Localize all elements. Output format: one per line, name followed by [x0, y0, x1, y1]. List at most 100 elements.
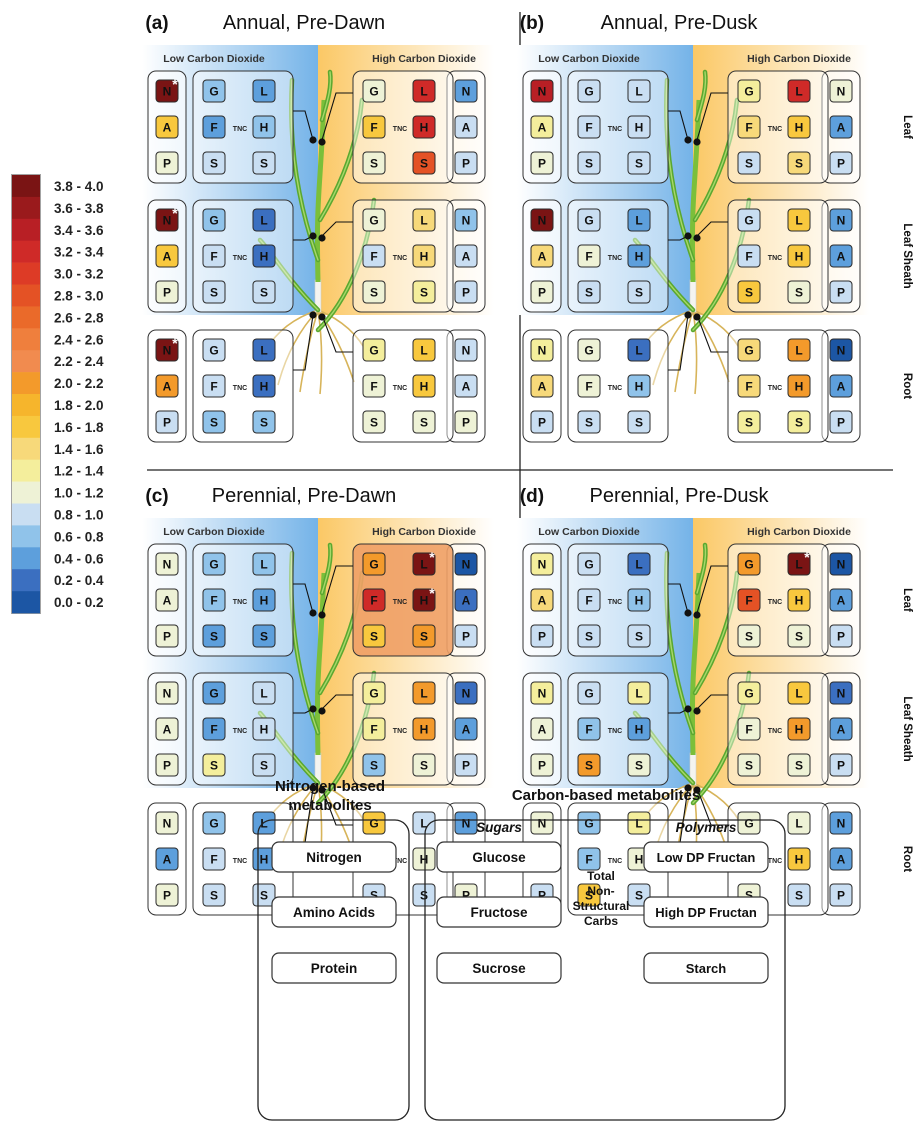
nitrogen-key-box	[257, 819, 410, 1121]
metabolite-cell-box	[577, 115, 601, 139]
metabolite-cell: L	[252, 79, 276, 103]
color-scale-swatch	[12, 437, 40, 460]
metabolite-cell-box	[627, 208, 651, 232]
key-item-label: Starch	[686, 961, 727, 976]
metabolite-cell-letter: L	[635, 344, 642, 358]
metabolite-cell: N	[155, 681, 179, 705]
metabolite-cell-box	[577, 410, 601, 434]
metabolite-cell-box	[202, 244, 226, 268]
metabolite-cell: G	[362, 552, 386, 576]
metabolite-cell-box	[829, 244, 853, 268]
metabolite-cell-letter: G	[369, 344, 378, 358]
metabolite-cell-box	[627, 280, 651, 304]
metabolite-cell: P	[829, 883, 853, 907]
metabolite-cell: F	[362, 115, 386, 139]
metabolite-cell-letter: P	[462, 630, 470, 644]
high-connector-line	[321, 221, 353, 237]
metabolite-cell: H	[627, 717, 651, 741]
metabolite-cell: F	[577, 374, 601, 398]
metabolite-cell-letter: G	[369, 85, 378, 99]
metabolite-cell: A	[829, 115, 853, 139]
panel-tag: (b)	[520, 13, 544, 34]
tnc-label: TNC	[233, 858, 247, 865]
metabolite-cell-letter: H	[420, 250, 429, 264]
leaf-highlight	[319, 99, 363, 221]
metabolite-cell-box	[252, 280, 276, 304]
leaf-highlight	[665, 79, 694, 261]
metabolite-cell-letter: P	[462, 889, 470, 903]
metabolite-cell: F	[737, 244, 761, 268]
metabolite-cell-letter: L	[420, 817, 427, 831]
metabolite-cell: P	[454, 410, 478, 434]
key-item-box	[271, 841, 397, 873]
metabolite-cell-box	[787, 552, 811, 576]
metabolite-cell-box	[737, 280, 761, 304]
tnc-label: TNC	[768, 858, 782, 865]
tnc-key-label: Total	[587, 869, 615, 883]
metabolite-cell-letter: G	[744, 817, 753, 831]
color-scale-swatch	[12, 591, 40, 614]
metabolite-cell-box	[454, 374, 478, 398]
metabolite-cell-letter: H	[420, 853, 429, 867]
metabolite-cell-box	[627, 717, 651, 741]
high-connector-line	[696, 787, 728, 826]
metabolite-cell: P	[155, 624, 179, 648]
color-scale-label: 2.2 - 2.4	[54, 354, 104, 369]
metabolite-cell-box	[454, 244, 478, 268]
metabolite-cell-letter: N	[538, 344, 547, 358]
metabolite-cell-letter: A	[163, 250, 172, 264]
metabolite-cell-letter: S	[635, 630, 643, 644]
metabolite-cell-box	[412, 410, 436, 434]
metabolite-cell-letter: A	[163, 594, 172, 608]
metabolite-cell-letter: G	[209, 214, 218, 228]
metabolite-cell-box	[155, 208, 179, 232]
metabolite-cell-box	[737, 115, 761, 139]
metabolite-cell-box	[202, 753, 226, 777]
metabolite-cell: S	[362, 624, 386, 648]
color-scale-swatch	[12, 350, 40, 373]
metabolite-cell-letter: H	[260, 121, 269, 135]
tnc-label: TNC	[233, 728, 247, 735]
metabolite-cell-letter: H	[420, 380, 429, 394]
stem-junction-dot	[318, 707, 326, 715]
metabolite-cell-box	[737, 588, 761, 612]
metabolite-cell: N	[829, 811, 853, 835]
metabolite-cell: A	[155, 847, 179, 871]
metabolite-cell-box	[737, 338, 761, 362]
root-strand	[299, 309, 319, 393]
metabolite-cell: H	[412, 115, 436, 139]
metabolite-cell-box	[787, 588, 811, 612]
metabolite-cell-box	[829, 624, 853, 648]
metabolite-cell-box	[155, 883, 179, 907]
metabolite-cell-box	[829, 374, 853, 398]
metabolite-cell-letter: P	[163, 286, 171, 300]
metabolite-cell-letter: N	[163, 85, 172, 99]
tissue-row-label: Leaf Sheath	[901, 223, 913, 288]
metabolite-cell-letter: S	[795, 157, 803, 171]
metabolite-cell-letter: H	[795, 121, 804, 135]
metabolite-cell-letter: S	[260, 759, 268, 773]
metabolite-cell-box	[577, 244, 601, 268]
metabolite-cell: N	[454, 552, 478, 576]
metabolite-cell-letter: P	[462, 157, 470, 171]
metabolite-cell: H	[787, 847, 811, 871]
metabolite-cell-box	[829, 883, 853, 907]
metabolite-cell-box	[155, 624, 179, 648]
metabolite-cell-letter: N	[837, 817, 846, 831]
metabolite-cell-letter: N	[538, 817, 547, 831]
metabolite-cell-letter: N	[538, 687, 547, 701]
metabolite-cell-box	[787, 374, 811, 398]
metabolite-cell: F	[362, 588, 386, 612]
key-item-label: Glucose	[472, 850, 526, 865]
stem-junction-dot	[684, 705, 692, 713]
metabolite-cell: F	[577, 717, 601, 741]
key-item-label: Low DP Fructan	[657, 850, 756, 865]
tissue-row-label: Leaf	[901, 115, 913, 139]
high-co2-label: High Carbon Dioxide	[747, 526, 851, 538]
metabolite-cell: L	[412, 208, 436, 232]
metabolite-cell-box	[252, 410, 276, 434]
metabolite-cell-letter: H	[260, 723, 269, 737]
metabolite-cell-letter: S	[210, 759, 218, 773]
metabolite-cell-box	[362, 624, 386, 648]
metabolite-cell: N	[829, 338, 853, 362]
